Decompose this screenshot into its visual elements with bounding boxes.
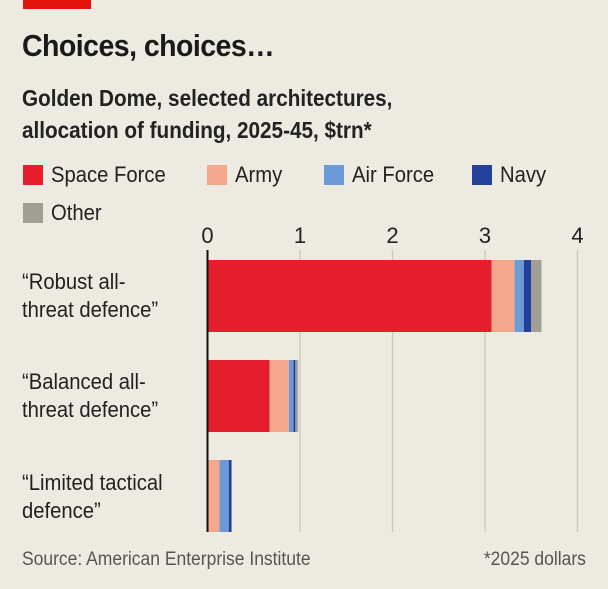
footnote: *2025 dollars xyxy=(483,549,586,570)
bar-segment-space-force xyxy=(207,360,270,432)
bar-segment-army xyxy=(207,460,220,532)
bar-segment-navy xyxy=(228,460,232,532)
legend-label: Navy xyxy=(500,162,547,187)
legend-swatch-army xyxy=(207,165,227,185)
legend-swatch-air-force xyxy=(324,165,344,185)
legend-label: Other xyxy=(51,200,102,225)
category-label-balanced: “Balanced all- threat defence” xyxy=(22,369,159,422)
bar-segment-air-force xyxy=(288,360,294,432)
legend-item-army: Army xyxy=(207,162,286,187)
bar-segment-air-force xyxy=(514,260,524,332)
category-label-robust: “Robust all- threat defence” xyxy=(22,269,159,322)
legend-item-air-force: Air Force xyxy=(324,162,441,187)
chart-title: Choices, choices… xyxy=(22,28,275,63)
bar-segment-navy xyxy=(293,360,296,432)
category-label-limited: “Limited tactical defence” xyxy=(22,470,163,523)
x-tick-label: 2 xyxy=(386,223,398,248)
bar-segment-other xyxy=(531,260,542,332)
legend-item-space-force: Space Force xyxy=(23,162,176,187)
x-tick-label: 4 xyxy=(571,223,583,248)
legend-item-navy: Navy xyxy=(472,162,550,187)
x-tick-label: 0 xyxy=(201,223,213,248)
subtitle-line-1: Golden Dome, selected architectures, xyxy=(22,85,393,111)
source-note: Source: American Enterprise Institute xyxy=(22,549,311,570)
bar-segment-space-force xyxy=(207,260,492,332)
bar-segment-navy xyxy=(523,260,532,332)
legend-label: Space Force xyxy=(51,162,166,187)
legend-swatch-navy xyxy=(472,165,492,185)
legend-label: Air Force xyxy=(352,162,435,187)
legend-label: Army xyxy=(235,162,283,187)
x-tick-label: 3 xyxy=(479,223,491,248)
bar-segment-other xyxy=(295,360,299,432)
bar-segment-army xyxy=(491,260,515,332)
subtitle-line-2: allocation of funding, 2025-45, $trn* xyxy=(22,117,372,143)
legend-swatch-space-force xyxy=(23,165,43,185)
brand-bar xyxy=(23,0,91,9)
legend-swatch-other xyxy=(23,203,43,223)
legend-item-other: Other xyxy=(23,200,106,225)
x-tick-label: 1 xyxy=(294,223,306,248)
bar-segment-army xyxy=(269,360,289,432)
chart-subtitle: Golden Dome, selected architectures, all… xyxy=(22,82,392,146)
bar-segment-air-force xyxy=(219,460,229,532)
